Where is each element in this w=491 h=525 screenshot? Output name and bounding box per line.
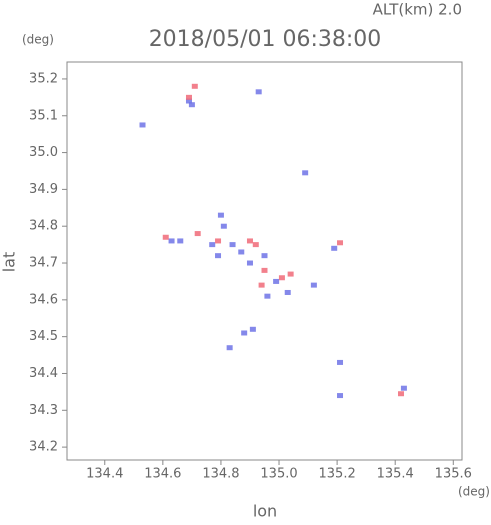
x-tick-label: 134.4: [86, 467, 123, 482]
radar-echo: [337, 393, 344, 399]
radar-echo: [264, 293, 271, 299]
radar-echo: [241, 330, 248, 336]
radar-echo: [337, 240, 344, 246]
radar-echo: [278, 275, 285, 281]
y-unit: (deg): [22, 33, 54, 47]
radar-echo: [185, 98, 192, 104]
x-tick-label: 134.8: [202, 467, 239, 482]
radar-echo: [331, 245, 338, 251]
radar-echo: [258, 282, 265, 288]
radar-echo: [302, 170, 309, 176]
radar-echo: [177, 238, 184, 244]
y-tick-label: 34.4: [29, 366, 58, 381]
y-tick-label: 35.1: [29, 108, 58, 123]
radar-echo: [209, 242, 216, 248]
y-tick-label: 34.6: [29, 292, 58, 307]
radar-echo: [191, 83, 198, 89]
x-tick-label: 135.4: [377, 467, 414, 482]
radar-echo: [310, 282, 317, 288]
y-tick-label: 34.7: [29, 256, 58, 271]
radar-echo: [220, 223, 227, 229]
radar-echo: [215, 253, 222, 259]
radar-echo: [246, 260, 253, 266]
radar-echo: [139, 122, 146, 128]
radar-echo: [162, 234, 169, 240]
radar-echo: [273, 278, 280, 284]
radar-echo: [400, 385, 407, 391]
y-tick-label: 34.8: [29, 219, 58, 234]
x-tick-label: 135.0: [260, 467, 297, 482]
y-tick-label: 34.2: [29, 440, 58, 455]
y-tick-label: 34.9: [29, 182, 58, 197]
radar-echo: [226, 345, 233, 351]
x-unit: (deg): [458, 485, 490, 499]
x-tick-label: 135.6: [435, 467, 472, 482]
radar-echo: [249, 326, 256, 332]
radar-echo: [398, 391, 405, 397]
radar-echo: [261, 267, 268, 273]
y-tick-label: 34.5: [29, 329, 58, 344]
x-tick-label: 135.2: [319, 467, 356, 482]
y-tick-label: 34.3: [29, 403, 58, 418]
radar-echo: [217, 212, 224, 218]
y-axis-label: lat: [0, 252, 19, 273]
y-tick-label: 35.2: [29, 71, 58, 86]
radar-echo: [238, 249, 245, 255]
x-tick-label: 134.6: [144, 467, 181, 482]
y-tick-label: 35.0: [29, 145, 58, 160]
radar-echo: [215, 238, 222, 244]
radar-echo: [337, 359, 344, 365]
x-axis-label: lon: [253, 502, 277, 521]
radar-echo: [284, 289, 291, 295]
radar-echo: [246, 238, 253, 244]
radar-echo: [185, 94, 192, 100]
radar-echo: [287, 271, 294, 277]
radar-echo: [261, 253, 268, 259]
annotation: ALT(km) 2.0: [373, 1, 462, 19]
plot-frame: [66, 61, 463, 461]
radar-echo: [194, 231, 201, 237]
radar-echo: [255, 89, 262, 95]
radar-echo: [252, 242, 259, 248]
radar-echo: [229, 242, 236, 248]
chart-title: 2018/05/01 06:38:00: [149, 27, 382, 52]
radar-echo: [188, 102, 195, 108]
radar-echo: [168, 238, 175, 244]
